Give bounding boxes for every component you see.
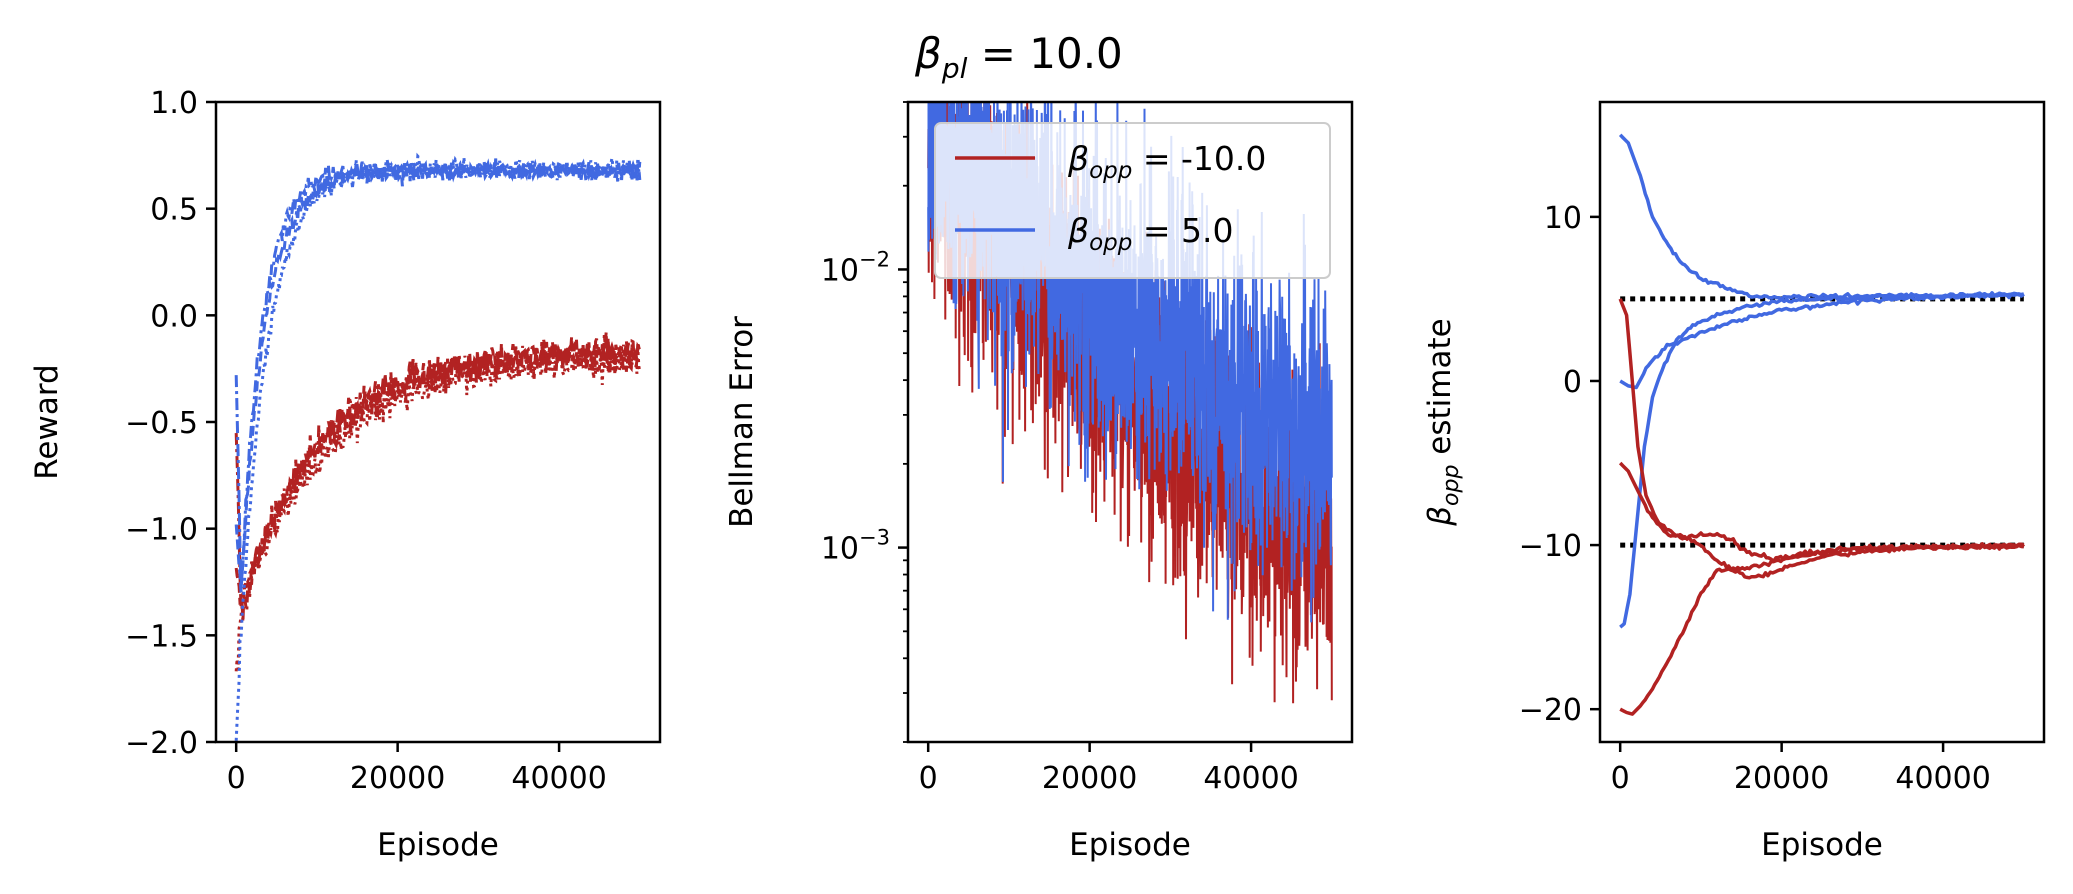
bellman-ytick-label: 10−3 xyxy=(821,526,890,567)
panel-reward-ticks: 0 20000 40000 −2.0 −1.5 −1.0 −0.5 0.0 0.5 1.0 xyxy=(125,86,607,796)
bellman-xtick-label: 20000 xyxy=(1042,761,1137,796)
beta-estimate-xtick-label: 40000 xyxy=(1895,761,1990,796)
reward-ytick-label: −1.0 xyxy=(125,513,198,548)
reward-series-line xyxy=(234,152,642,741)
bellman-ytick-label: 10−2 xyxy=(821,247,890,288)
bellman-xtick-label: 40000 xyxy=(1203,761,1298,796)
legend-label-blue-symbol: β xyxy=(1067,211,1089,250)
reward-series-line xyxy=(234,331,641,605)
panel-beta-estimate-lines xyxy=(1618,133,2026,716)
beta-estimate-series-line xyxy=(1619,292,2025,390)
beta-estimate-ytick-label: 10 xyxy=(1544,201,1582,236)
reward-series-line xyxy=(234,158,642,591)
figure-title-symbol: β xyxy=(914,29,942,78)
figure-title-value: = 10.0 xyxy=(967,29,1122,78)
beta-estimate-ytick-label: 0 xyxy=(1563,365,1582,400)
reward-ytick-label: 0.0 xyxy=(150,299,198,334)
beta-estimate-ytick-label: −20 xyxy=(1519,693,1582,728)
panel-bellman-frame xyxy=(906,100,1354,744)
legend-label-blue-value: = 5.0 xyxy=(1132,211,1233,250)
panel-beta-estimate-ylabel: βopp estimate xyxy=(1422,318,1464,526)
reward-series-line xyxy=(234,158,642,593)
legend-label-red-value: = -10.0 xyxy=(1132,139,1266,178)
panel-reward-xlabel: Episode xyxy=(377,827,499,863)
legend-label-blue: βopp = 5.0 xyxy=(1067,211,1233,256)
panel-bellman-ylabel: Bellman Error xyxy=(724,316,760,528)
panel-beta-estimate-ylabel-subscript: opp xyxy=(1439,465,1464,506)
panel-beta-estimate-xlabel: Episode xyxy=(1761,827,1883,863)
panel-reward: 0 20000 40000 −2.0 −1.5 −1.0 −0.5 0.0 0.5 1.0 Epi… xyxy=(29,86,662,863)
beta-estimate-series-line xyxy=(1619,543,2024,716)
figure-title: βpl = 10.0 xyxy=(914,29,1123,85)
reward-ytick-label: −0.5 xyxy=(125,406,198,441)
panel-bellman-ticks: 0 20000 40000 10−3 10−2 xyxy=(821,101,1299,796)
legend-label-red: βopp = -10.0 xyxy=(1067,139,1266,184)
panel-beta-estimate-ylabel-rest: estimate xyxy=(1422,318,1458,464)
legend-label-red-symbol: β xyxy=(1067,139,1089,178)
beta-estimate-xtick-label: 0 xyxy=(1611,761,1630,796)
panel-bellman: 0 20000 40000 10−3 10−2 Episode Bellman Erro… xyxy=(724,100,1354,863)
legend: βopp = -10.0 βopp = 5.0 xyxy=(934,122,1331,279)
beta-estimate-series-line xyxy=(1619,291,2025,629)
reward-xtick-label: 0 xyxy=(227,761,246,796)
panel-beta-estimate-ylabel-symbol: β xyxy=(1422,506,1458,527)
reward-xtick-label: 40000 xyxy=(511,761,606,796)
reward-series-line xyxy=(234,344,642,672)
panel-beta-estimate: 0 20000 40000 −20 −10 0 10 Episode βopp estima… xyxy=(1422,100,2046,863)
beta-estimate-ytick-label: −10 xyxy=(1519,529,1582,564)
panel-reward-lines xyxy=(234,152,642,741)
reward-ytick-label: 0.5 xyxy=(150,193,198,228)
panel-reward-ylabel: Reward xyxy=(29,364,65,479)
panel-bellman-xlabel: Episode xyxy=(1069,827,1191,863)
legend-label-red-subscript: opp xyxy=(1089,158,1132,184)
reward-ytick-label: −2.0 xyxy=(125,726,198,761)
legend-label-blue-subscript: opp xyxy=(1089,230,1132,256)
panel-beta-estimate-ticks: 0 20000 40000 −20 −10 0 10 xyxy=(1519,201,1991,796)
figure-title-subscript: pl xyxy=(941,52,968,85)
legend-box xyxy=(934,122,1331,279)
bellman-xtick-label: 0 xyxy=(919,761,938,796)
reward-ytick-label: 1.0 xyxy=(150,86,198,121)
reward-ytick-label: −1.5 xyxy=(125,619,198,654)
panel-beta-estimate-frame xyxy=(1598,100,2046,744)
beta-estimate-xtick-label: 20000 xyxy=(1734,761,1829,796)
reward-xtick-label: 20000 xyxy=(350,761,445,796)
